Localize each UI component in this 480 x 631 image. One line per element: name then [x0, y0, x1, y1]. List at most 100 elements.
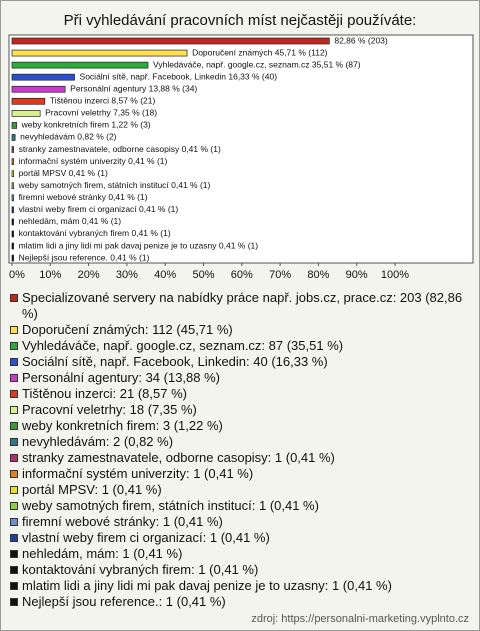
bar — [11, 85, 66, 93]
bar-label: vlastní weby firem ci organizací 0,41 % … — [19, 204, 179, 214]
bar-label: Tištěnou inzerci 8,57 % (21) — [50, 96, 156, 106]
legend-item: nevyhledávám: 2 (0,82 %) — [9, 434, 471, 450]
bar — [11, 61, 149, 69]
legend-label: Vyhledáváče, např. google.cz, seznam.cz:… — [22, 338, 344, 353]
bar-label: weby konkretních firem 1,22 % (3) — [21, 120, 151, 130]
legend: Specializované servery na nabídky práce … — [9, 290, 471, 610]
bar — [11, 110, 41, 117]
bar-label: nevyhledávám 0,82 % (2) — [20, 132, 117, 142]
legend-label: nehledám, mám: 1 (0,41 %) — [22, 546, 183, 561]
bar — [11, 37, 330, 45]
bar — [11, 158, 14, 165]
legend-label: portál MPSV: 1 (0,41 %) — [22, 482, 162, 497]
x-tick-label: 10% — [39, 269, 61, 281]
legend-label: vlastní weby firem ci organizací: 1 (0,4… — [22, 530, 270, 545]
legend-item: weby samotných firem, státních institucí… — [9, 498, 471, 514]
legend-label: informační systém univerzity: 1 (0,41 %) — [22, 466, 254, 481]
legend-item: Personální agentury: 34 (13,88 %) — [9, 370, 471, 386]
bar-label: Nejlepší jsou reference. 0,41 % (1) — [19, 252, 150, 262]
legend-item: stranky zamestnavatele, odborne casopisy… — [9, 450, 471, 466]
bar — [11, 206, 14, 214]
bar-label: Personální agentury 13,88 % (34) — [70, 83, 197, 93]
x-tick-label: 100% — [381, 269, 409, 281]
legend-swatch — [10, 358, 18, 366]
legend-item: Sociální sítě, např. Facebook, Linkedin:… — [9, 354, 471, 370]
bar-label: Pracovní veletrhy 7,35 % (18) — [45, 108, 157, 118]
legend-swatch — [10, 406, 18, 414]
legend-swatch — [10, 422, 18, 430]
bar-label: firemní webové stránky 0,41 % (1) — [19, 192, 148, 202]
x-tick-label: 70% — [269, 269, 291, 281]
x-tick-label: 90% — [346, 269, 368, 281]
x-tick-label: 0% — [9, 269, 25, 281]
legend-item: Doporučení známých: 112 (45,71 %) — [9, 322, 471, 338]
x-tick-label: 50% — [192, 269, 214, 281]
legend-label: stranky zamestnavatele, odborne casopisy… — [22, 450, 335, 465]
bar — [11, 49, 188, 57]
x-tick-label: 30% — [116, 269, 138, 281]
legend-swatch — [10, 582, 18, 590]
bar — [11, 73, 75, 81]
legend-item: Tištěnou inzerci: 21 (8,57 %) — [9, 386, 471, 402]
legend-item: mlatim lidi a jiny lidi mi pak davaj pen… — [9, 578, 471, 594]
legend-item: firemní webové stránky: 1 (0,41 %) — [9, 514, 471, 530]
legend-item: Vyhledáváče, např. google.cz, seznam.cz:… — [9, 338, 471, 354]
legend-swatch — [10, 454, 18, 462]
x-tick-label: 60% — [231, 269, 253, 281]
bar-label: stranky zamestnavatele, odborne casopisy… — [19, 144, 221, 154]
legend-item: Specializované servery na nabídky práce … — [9, 290, 471, 322]
legend-label: Sociální sítě, např. Facebook, Linkedin:… — [22, 354, 328, 369]
legend-swatch — [10, 502, 18, 510]
legend-label: Specializované servery na nabídky práce … — [22, 290, 463, 321]
legend-label: Doporučení známých: 112 (45,71 %) — [22, 322, 233, 337]
legend-item: informační systém univerzity: 1 (0,41 %) — [9, 466, 471, 482]
legend-swatch — [10, 390, 18, 398]
legend-swatch — [10, 294, 18, 302]
bar — [11, 146, 14, 153]
bar-label: Doporučení známých 45,71 % (112) — [192, 47, 328, 57]
bar-label: Vyhledáváče, např. google.cz, seznam.cz … — [153, 59, 361, 69]
legend-swatch — [10, 374, 18, 382]
bar — [11, 242, 14, 250]
legend-swatch — [10, 342, 18, 350]
legend-swatch — [10, 534, 18, 542]
legend-label: Tištěnou inzerci: 21 (8,57 %) — [22, 386, 187, 401]
bar-label: 82,86 % (203) — [334, 35, 388, 45]
chart: Při vyhledávání pracovních míst nejčastě… — [8, 12, 474, 281]
bar-label: portál MPSV 0,41 % (1) — [19, 168, 108, 178]
legend-label: weby konkretních firem: 3 (1,22 %) — [22, 418, 223, 433]
legend-swatch — [10, 470, 18, 478]
bar — [11, 194, 14, 202]
legend-label: nevyhledávám: 2 (0,82 %) — [22, 434, 174, 449]
bar-label: Sociální sítě, např. Facebook, Linkedin … — [80, 71, 278, 81]
plot-area — [8, 34, 474, 264]
legend-item: Pracovní veletrhy: 18 (7,35 %) — [9, 402, 471, 418]
x-tick-label: 40% — [154, 269, 176, 281]
legend-label: Pracovní veletrhy: 18 (7,35 %) — [22, 402, 197, 417]
legend-item: portál MPSV: 1 (0,41 %) — [9, 482, 471, 498]
bar — [11, 218, 14, 226]
bar-label: weby samotných firem, státních institucí… — [18, 180, 211, 190]
bar-label: mlatim lidi a jiny lidi mi pak davaj pen… — [19, 240, 259, 250]
legend-label: weby samotných firem, státních institucí… — [22, 498, 319, 513]
bar-label: informační systém univerzity 0,41 % (1) — [19, 156, 168, 166]
bar — [11, 97, 46, 105]
bar-label: nehledám, mám 0,41 % (1) — [19, 216, 122, 226]
bar — [11, 254, 14, 262]
legend-label: Personální agentury: 34 (13,88 %) — [22, 370, 221, 385]
legend-swatch — [10, 326, 18, 334]
legend-swatch — [10, 550, 18, 558]
chart-title: Při vyhledávání pracovních míst nejčastě… — [64, 12, 417, 29]
legend-swatch — [10, 518, 18, 526]
legend-label: kontaktování vybraných firem: 1 (0,41 %) — [22, 562, 259, 577]
legend-item: nehledám, mám: 1 (0,41 %) — [9, 546, 471, 562]
legend-item: Nejlepší jsou reference.: 1 (0,41 %) — [9, 594, 471, 610]
legend-item: weby konkretních firem: 3 (1,22 %) — [9, 418, 471, 434]
legend-item: kontaktování vybraných firem: 1 (0,41 %) — [9, 562, 471, 578]
bar — [11, 182, 14, 190]
legend-label: firemní webové stránky: 1 (0,41 %) — [22, 514, 223, 529]
legend-swatch — [10, 438, 18, 446]
legend-swatch — [10, 566, 18, 574]
legend-swatch — [10, 486, 18, 494]
